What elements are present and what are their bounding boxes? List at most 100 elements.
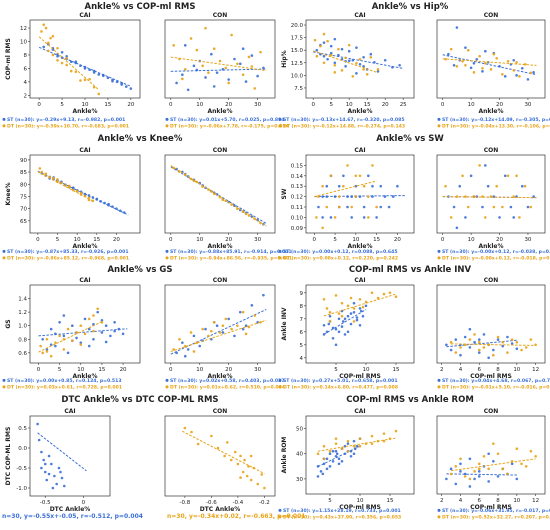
x-tick-label: 20 <box>382 102 389 108</box>
data-point <box>359 58 362 61</box>
legend-entry: ST (n=30): y=0.27x+5.01, r=0.658, p=0.00… <box>283 378 398 384</box>
plot-frame <box>165 155 275 233</box>
data-point <box>329 311 332 314</box>
data-point <box>217 447 220 450</box>
panel-subtitle: CAI <box>79 277 90 284</box>
x-axis-label: Ankle% <box>72 108 97 115</box>
data-point <box>501 73 504 76</box>
data-point <box>359 437 362 440</box>
data-point <box>59 471 62 474</box>
data-point <box>201 328 204 331</box>
y-tick-label: 6 <box>300 330 304 336</box>
x-tick-label: 2 <box>440 498 444 504</box>
data-point <box>534 344 537 347</box>
data-point <box>512 69 515 72</box>
data-point <box>325 185 328 188</box>
data-point <box>323 33 326 36</box>
data-point <box>478 463 481 466</box>
data-point <box>520 349 523 352</box>
data-point <box>184 68 187 71</box>
data-point <box>487 357 490 360</box>
plot-frame <box>165 285 275 363</box>
data-point <box>323 324 326 327</box>
data-point <box>321 216 324 219</box>
plot-frame <box>437 416 545 494</box>
data-point <box>516 478 519 481</box>
data-point <box>371 185 374 188</box>
data-point <box>492 460 495 463</box>
data-point <box>353 311 356 314</box>
data-point <box>487 452 490 455</box>
data-point <box>348 44 351 47</box>
legend-entry: ST (n=30): y=-0.29x+9.13, r=-0.982, p=0.… <box>7 117 125 123</box>
legend-marker <box>3 118 6 121</box>
data-point <box>122 333 125 336</box>
data-point <box>190 37 193 40</box>
data-point <box>79 79 82 82</box>
legend-entry: DT (n=30): y=-0.04x+13.30, r=-0.106, p=0… <box>442 124 550 130</box>
data-point <box>371 442 374 445</box>
data-point <box>40 467 43 470</box>
data-point <box>248 56 251 59</box>
data-point <box>352 75 355 78</box>
legend-marker <box>438 256 441 259</box>
x-axis-label: DTC Ankle% <box>200 506 241 513</box>
data-point <box>84 318 87 321</box>
panel-subtitle: CON <box>213 408 228 415</box>
data-point <box>193 65 196 68</box>
legend-entry: ST (n=30): y=-0.00x+0.12, r=-0.038, p=0.… <box>442 249 550 255</box>
data-point <box>506 473 509 476</box>
data-point <box>246 475 249 478</box>
data-point <box>243 459 246 462</box>
data-point <box>216 71 219 74</box>
panel-subtitle: CAI <box>64 408 75 415</box>
data-point <box>359 324 362 327</box>
data-point <box>204 27 207 30</box>
data-point <box>516 347 519 350</box>
y-axis-label: Ankle INV <box>281 307 288 340</box>
data-point <box>336 452 339 455</box>
panel-subtitle: CON <box>213 277 228 284</box>
y-tick-label: 90 <box>20 158 27 164</box>
data-point <box>512 216 515 219</box>
legend-entry: ST (n=30): y=0.02x+0.58, r=0.403, p=0.02… <box>170 378 285 384</box>
data-point <box>55 483 58 486</box>
legend-marker <box>438 379 441 382</box>
data-point <box>379 185 382 188</box>
data-point <box>532 71 535 74</box>
legend-entry: DT (n=30): y=-0.86x+85.12, r=-0.968, p=0… <box>7 256 129 262</box>
data-point <box>470 67 473 70</box>
chart-title: Ankle% vs Knee% <box>98 134 183 144</box>
data-point <box>316 49 319 52</box>
x-tick-label: 0 <box>37 367 41 373</box>
y-tick-label: 0.15 <box>291 163 304 169</box>
data-point <box>347 305 350 308</box>
data-point <box>459 354 462 357</box>
data-point <box>516 447 519 450</box>
legend-entry: DT (n=30): y=-0.06x+7.78, r=-0.175, p=0.… <box>170 124 289 130</box>
legend-entry: ST (n=30): y=0.00x+0.85, r=0.124, p=0.51… <box>7 378 122 384</box>
data-point <box>389 292 392 295</box>
data-point <box>256 483 259 486</box>
x-axis-label: Ankle% <box>478 243 503 250</box>
chart-title: Ankle% vs COP-ml RMS <box>85 2 196 12</box>
data-point <box>527 206 530 209</box>
data-point <box>236 62 239 65</box>
legend-marker <box>3 250 6 253</box>
data-point <box>363 185 366 188</box>
data-point <box>511 338 514 341</box>
data-point <box>461 175 464 178</box>
chart-title: Ankle% vs Hip% <box>372 2 449 12</box>
data-point <box>245 80 248 83</box>
data-point <box>326 58 329 61</box>
data-point <box>190 331 193 334</box>
data-point <box>334 38 337 41</box>
data-point <box>109 335 112 338</box>
data-point <box>367 195 370 198</box>
data-point <box>484 62 487 65</box>
data-point <box>230 34 233 37</box>
y-tick-label: 12.5 <box>291 61 304 67</box>
data-point <box>317 475 320 478</box>
